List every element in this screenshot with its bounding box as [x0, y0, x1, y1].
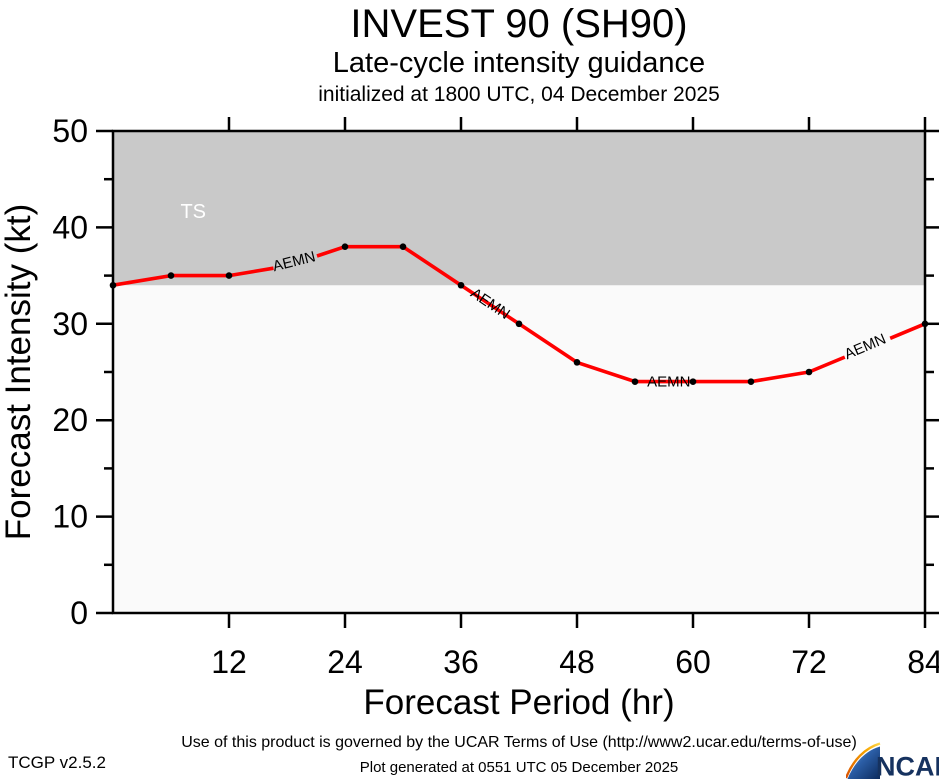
x-tick-label: 60	[675, 644, 711, 680]
aemn-data-point	[515, 320, 523, 328]
x-tick-label: 36	[443, 644, 479, 680]
aemn-data-point	[399, 243, 407, 250]
aemn-data-point	[631, 378, 639, 385]
x-tick-label: 24	[327, 644, 363, 680]
aemn-data-point	[341, 243, 349, 250]
y-tick-label: 40	[52, 209, 88, 245]
tcgp-version-label: TCGP v2.5.2	[8, 753, 106, 772]
page-title: INVEST 90 (SH90)	[350, 2, 688, 46]
y-tick-label: 50	[52, 113, 88, 149]
y-tick-label: 0	[70, 595, 88, 631]
x-tick-label: 84	[907, 644, 939, 680]
aemn-data-point	[689, 378, 697, 385]
aemn-line-segment	[112, 266, 274, 287]
y-axis-title: Forecast Intensity (kt)	[0, 204, 38, 540]
x-tick-label: 72	[791, 644, 827, 680]
aemn-data-point	[747, 378, 755, 385]
aemn-data-point	[573, 359, 581, 366]
ncar-logo-text: NCAR	[876, 752, 939, 780]
ncar-logo-arc	[846, 742, 881, 779]
aemn-series-label: AEMN	[647, 374, 690, 391]
init-time-line: initialized at 1800 UTC, 04 December 202…	[318, 83, 720, 106]
ncar-logo-sail	[847, 746, 880, 779]
terms-of-use-text: Use of this product is governed by the U…	[181, 734, 857, 751]
page-subtitle: Late-cycle intensity guidance	[332, 47, 706, 79]
x-axis-title: Forecast Period (hr)	[363, 683, 674, 722]
x-tick-label: 48	[559, 644, 595, 680]
aemn-data-point	[457, 281, 465, 289]
y-tick-label: 30	[52, 306, 88, 342]
plot-generated-timestamp: Plot generated at 0551 UTC 05 December 2…	[359, 759, 679, 776]
aemn-data-point	[225, 272, 233, 279]
y-tick-label: 20	[52, 402, 88, 438]
aemn-data-point	[805, 368, 813, 376]
x-tick-label: 12	[211, 644, 247, 680]
aemn-line-segment	[889, 322, 926, 340]
ncar-logo: NCAR	[846, 742, 939, 780]
ts-intensity-zone	[113, 131, 925, 286]
y-tick-label: 10	[52, 499, 88, 535]
aemn-data-point	[167, 272, 175, 279]
ts-zone-label: TS	[180, 201, 206, 223]
